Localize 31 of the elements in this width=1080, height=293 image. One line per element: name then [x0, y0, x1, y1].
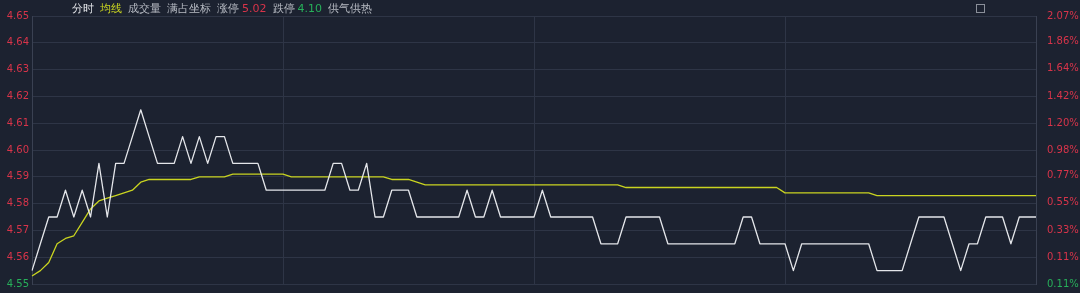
y-tick-label: 4.55: [6, 277, 29, 289]
y-tick-label: 4.59: [6, 170, 29, 182]
y-tick-label: 4.60: [6, 143, 29, 155]
text: 跌停: [272, 2, 295, 15]
y2-tick-label: 0.77%: [1047, 169, 1079, 181]
text: 供气供热: [328, 2, 372, 15]
y-tick-label: 4.56: [6, 250, 29, 262]
text: 分时: [72, 2, 94, 15]
y2-tick-label: 1.20%: [1047, 116, 1079, 128]
y2-tick-label: 0.55%: [1047, 196, 1079, 208]
text: 均线: [100, 2, 122, 15]
y-tick-label: 4.57: [6, 223, 29, 235]
y2-tick-label: 0.33%: [1047, 223, 1079, 235]
y2-tick-label: 0.11%: [1047, 277, 1079, 289]
y-tick-label: 4.62: [6, 89, 29, 101]
text: 5.02: [242, 2, 267, 15]
text: 4.10: [297, 2, 322, 15]
y2-tick-label: 1.86%: [1047, 35, 1079, 47]
y2-tick-label: 2.07%: [1047, 9, 1079, 21]
y2-tick-label: 0.11%: [1047, 250, 1079, 262]
text: 成交量: [128, 2, 161, 15]
y2-tick-label: 1.64%: [1047, 62, 1079, 74]
y-tick-label: 4.63: [6, 63, 29, 75]
y-tick-label: 4.65: [6, 9, 29, 21]
y2-tick-label: 0.98%: [1047, 143, 1079, 155]
y-tick-label: 4.58: [6, 197, 29, 209]
y-tick-label: 4.61: [6, 116, 29, 128]
y-tick-label: 4.64: [6, 36, 29, 48]
y2-tick-label: 1.42%: [1047, 89, 1079, 101]
text: 涨停: [217, 2, 239, 15]
text: 满占坐标: [167, 2, 211, 15]
